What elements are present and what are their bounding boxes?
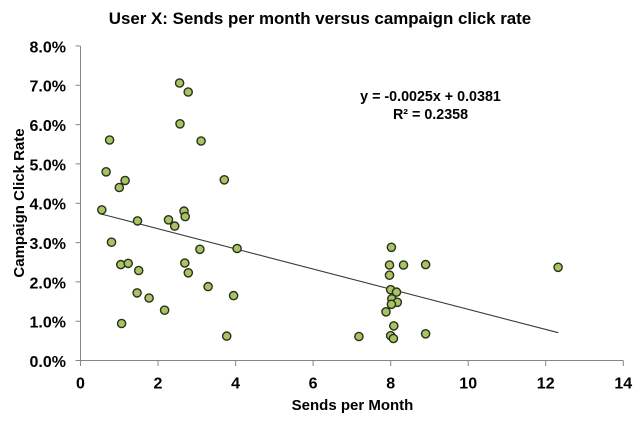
svg-text:y = -0.0025x + 0.0381: y = -0.0025x + 0.0381 bbox=[360, 89, 501, 105]
svg-text:2: 2 bbox=[154, 376, 163, 393]
svg-text:0: 0 bbox=[76, 376, 85, 393]
svg-text:7.0%: 7.0% bbox=[30, 79, 66, 96]
svg-text:4.0%: 4.0% bbox=[30, 197, 66, 214]
svg-text:1.0%: 1.0% bbox=[30, 315, 66, 332]
svg-text:10: 10 bbox=[459, 376, 477, 393]
svg-text:8: 8 bbox=[386, 376, 395, 393]
svg-text:Campaign Click Rate: Campaign Click Rate bbox=[11, 128, 28, 277]
svg-text:5.0%: 5.0% bbox=[30, 157, 66, 174]
svg-text:R² = 0.2358: R² = 0.2358 bbox=[393, 107, 468, 123]
svg-text:8.0%: 8.0% bbox=[30, 39, 66, 56]
svg-text:0.0%: 0.0% bbox=[30, 354, 66, 371]
svg-text:3.0%: 3.0% bbox=[30, 236, 66, 253]
svg-text:14: 14 bbox=[614, 376, 632, 393]
svg-text:4: 4 bbox=[231, 376, 240, 393]
svg-text:6: 6 bbox=[309, 376, 318, 393]
svg-text:12: 12 bbox=[537, 376, 555, 393]
svg-text:2.0%: 2.0% bbox=[30, 275, 66, 292]
svg-text:6.0%: 6.0% bbox=[30, 118, 66, 135]
svg-text:Sends per Month: Sends per Month bbox=[292, 397, 414, 414]
svg-text:User X: Sends per month versus: User X: Sends per month versus campaign … bbox=[109, 9, 531, 28]
